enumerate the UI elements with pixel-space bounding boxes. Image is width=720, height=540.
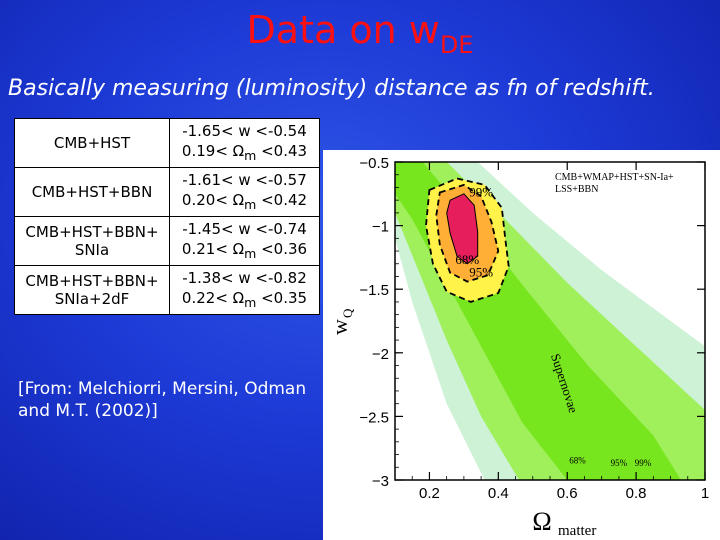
title-subscript: DE — [439, 31, 474, 59]
w-range: -1.45< w <-0.74 — [182, 219, 307, 238]
x-tick-label: 0.6 — [557, 485, 578, 502]
x-axis-label-sub: matter — [558, 523, 596, 539]
constraint-values: -1.61< w <-0.57 0.20< Ωm <0.42 — [169, 167, 320, 217]
x-tick-label: 1 — [701, 485, 709, 502]
x-axis-label: Ω — [532, 507, 551, 536]
y-tick-label: −1 — [372, 219, 389, 236]
y-tick-label: −1.5 — [359, 282, 389, 299]
contour-annotation: 95% — [469, 264, 493, 279]
x-tick-label: 0.4 — [488, 485, 509, 502]
y-tick-label: −0.5 — [359, 155, 389, 172]
omega-range: 0.21< Ωm <0.36 — [181, 239, 308, 261]
table-row: CMB+HST+BBN -1.61< w <-0.57 0.20< Ωm <0.… — [14, 167, 320, 217]
constraint-values: -1.65< w <-0.54 0.19< Ωm <0.43 — [169, 118, 320, 168]
w-range: -1.65< w <-0.54 — [182, 121, 307, 140]
table-row: CMB+HST+BBN+ SNIa -1.45< w <-0.74 0.21< … — [14, 216, 320, 266]
y-tick-label: −2.5 — [359, 409, 389, 426]
slide-title: Data on wDE — [0, 8, 720, 67]
contour-annotation: 99% — [469, 184, 493, 199]
dataset-label: CMB+HST+BBN — [14, 167, 170, 217]
y-tick-label: −3 — [372, 473, 389, 490]
contour-plot-svg: −0.5 −1 −1.5 −2 −2.5 −3 0.2 0.4 0.6 0.8 1 Ω matter wQ… — [327, 155, 709, 539]
contour-annotation: 95% — [611, 458, 628, 468]
contour-annotation: 99% — [635, 458, 652, 468]
combined-68-contour — [446, 193, 479, 265]
w-range: -1.38< w <-0.82 — [182, 268, 307, 287]
w-range: -1.61< w <-0.57 — [182, 170, 307, 189]
contour-annotation: 68% — [455, 252, 479, 267]
y-tick-label: −2 — [372, 346, 389, 363]
table-row: CMB+HST -1.65< w <-0.54 0.19< Ωm <0.43 — [14, 118, 320, 168]
y-axis-label-sub: Q — [340, 308, 355, 318]
constraint-values: -1.38< w <-0.82 0.22< Ωm <0.35 — [169, 265, 320, 315]
omega-range: 0.19< Ωm <0.43 — [181, 141, 308, 163]
y-axis-label: wQ — [327, 308, 355, 335]
source-citation: [From: Melchiorri, Mersini, Odman and M.… — [18, 379, 307, 421]
legend-text: LSS+BBN — [555, 184, 598, 195]
x-tick-label: 0.8 — [626, 485, 647, 502]
slide-subtitle: Basically measuring (luminosity) distanc… — [8, 76, 655, 101]
constraints-table: CMB+HST -1.65< w <-0.54 0.19< Ωm <0.43 C… — [14, 118, 320, 315]
dataset-label: CMB+HST — [14, 118, 170, 168]
dataset-label: CMB+HST+BBN+ SNIa — [14, 216, 170, 266]
legend-text: CMB+WMAP+HST+SN-Ia+ — [555, 172, 674, 183]
dataset-label: CMB+HST+BBN+ SNIa+2dF — [14, 265, 170, 315]
constraint-values: -1.45< w <-0.74 0.21< Ωm <0.36 — [169, 216, 320, 266]
contour-annotation: 68% — [569, 455, 586, 465]
title-text: Data on w — [246, 8, 440, 52]
table-row: CMB+HST+BBN+ SNIa+2dF -1.38< w <-0.82 0.… — [14, 265, 320, 315]
y-axis-label-text: w — [327, 319, 352, 335]
contour-layer — [395, 162, 705, 480]
omega-range: 0.22< Ωm <0.35 — [181, 288, 308, 310]
x-tick-label: 0.2 — [419, 485, 440, 502]
omega-range: 0.20< Ωm <0.42 — [181, 190, 308, 212]
